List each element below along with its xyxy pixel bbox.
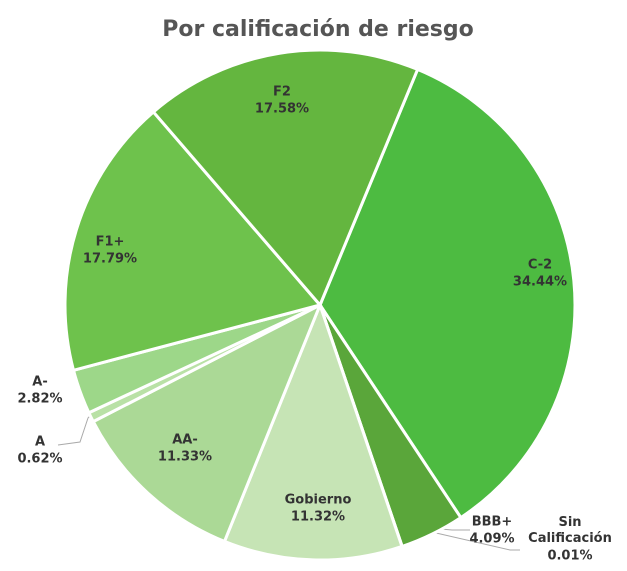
slice-label: AA- xyxy=(172,433,198,448)
pie-slice xyxy=(91,301,323,544)
slice-value-label: 0.01% xyxy=(547,549,592,564)
chart-title: Por calificación de riesgo xyxy=(162,17,474,42)
slice-value-label: 4.09% xyxy=(469,532,514,547)
leader-line xyxy=(409,526,520,551)
slice-label: Sin Calificación xyxy=(528,515,612,546)
slice-label: C-2 xyxy=(528,258,552,273)
slice-value-label: 0.62% xyxy=(17,452,62,467)
slice-value-label: 17.58% xyxy=(255,102,309,117)
slice-value-label: 34.44% xyxy=(513,275,567,290)
pie-slice xyxy=(63,109,323,373)
pie-slice xyxy=(318,67,577,520)
slice-label: BBB+ xyxy=(472,515,513,530)
slice-label: F2 xyxy=(273,85,291,100)
slice-label: Gobierno xyxy=(285,493,352,508)
slice-value-label: 11.33% xyxy=(158,450,212,465)
slice-label: A- xyxy=(32,375,47,390)
slice-value-label: 11.32% xyxy=(291,510,345,525)
slice-value-label: 2.82% xyxy=(17,392,62,407)
pie-slice xyxy=(222,300,404,562)
pie-slice xyxy=(151,48,420,308)
slice-value-label: 17.79% xyxy=(83,252,137,267)
slice-label: A xyxy=(35,435,45,450)
slice-label: F1+ xyxy=(96,235,125,250)
